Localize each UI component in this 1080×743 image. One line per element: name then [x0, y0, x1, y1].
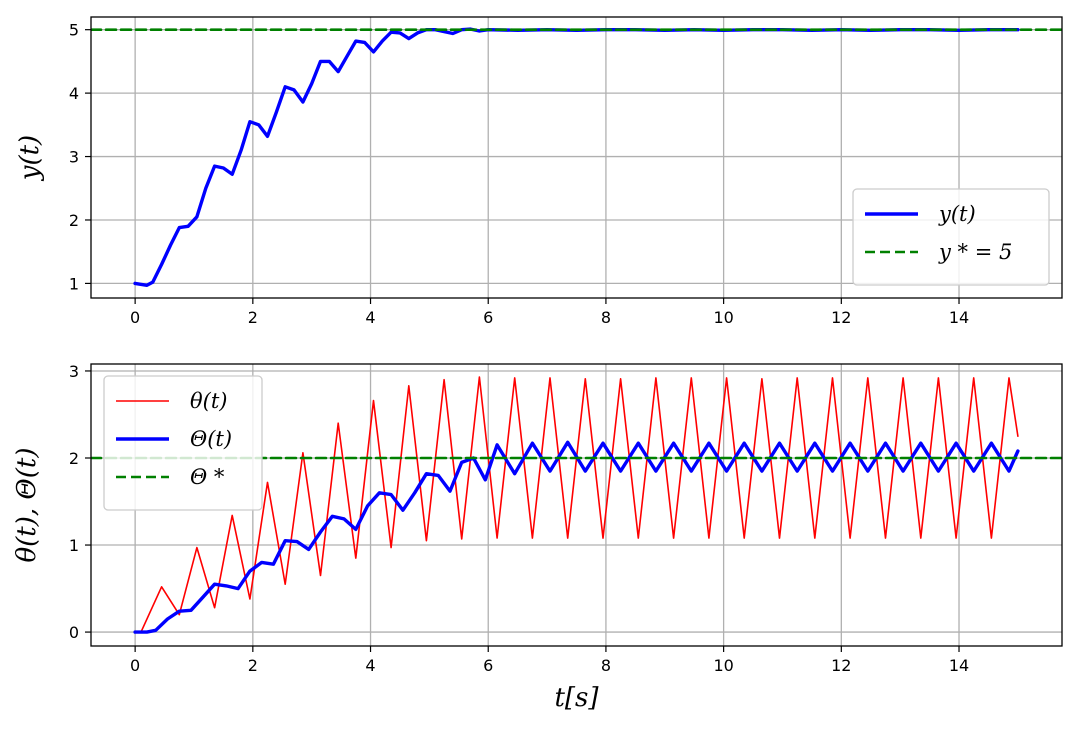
y-axis-label: θ(t), Θ(t): [12, 448, 42, 563]
x-tick-label: 4: [365, 656, 375, 675]
y-tick-label: 3: [69, 148, 79, 167]
legend: y(t) y * = 5: [852, 188, 1050, 286]
x-tick-label: 10: [713, 308, 733, 327]
plot-area: [91, 376, 1062, 634]
legend-label: y(t): [938, 202, 976, 226]
x-tick-label: 2: [248, 308, 258, 327]
legend-box: [103, 375, 263, 511]
x-tick-label: 10: [713, 656, 733, 675]
y-tick-label: 5: [69, 21, 79, 40]
x-tick-label: 2: [248, 656, 258, 675]
legend-label: Θ *: [190, 465, 225, 489]
x-tick-label: 0: [130, 656, 140, 675]
x-tick-label: 0: [130, 308, 140, 327]
y-tick-label: 1: [69, 274, 79, 293]
x-tick-label: 8: [601, 308, 611, 327]
x-tick-label: 14: [949, 656, 969, 675]
plot-area: [91, 27, 1062, 287]
y-tick-label: 1: [69, 536, 79, 555]
x-tick-label: 12: [831, 656, 851, 675]
legend-label: y * = 5: [938, 240, 1012, 264]
y-tick-label: 2: [69, 449, 79, 468]
x-tick-label: 6: [483, 308, 493, 327]
axes-frame: [90, 16, 1063, 299]
x-tick-label: 8: [601, 656, 611, 675]
series-line-0: [134, 376, 1019, 633]
x-axis-label: t[s]: [554, 683, 599, 713]
series-line-1: [133, 440, 1020, 634]
y-tick-label: 4: [69, 84, 79, 103]
x-tick-label: 4: [365, 308, 375, 327]
axes-frame: [90, 363, 1063, 647]
y-tick-label: 0: [69, 623, 79, 642]
y-tick-label: 3: [69, 362, 79, 381]
legend-label: θ(t): [190, 389, 227, 413]
legend-label: Θ(t): [190, 427, 232, 451]
y-axis-label: y(t): [15, 135, 45, 181]
legend: θ(t) Θ(t) Θ *: [103, 375, 263, 511]
x-tick-label: 12: [831, 308, 851, 327]
x-tick-label: 14: [949, 308, 969, 327]
x-tick-label: 6: [483, 656, 493, 675]
series-line-0: [133, 27, 1020, 287]
y-tick-label: 2: [69, 211, 79, 230]
